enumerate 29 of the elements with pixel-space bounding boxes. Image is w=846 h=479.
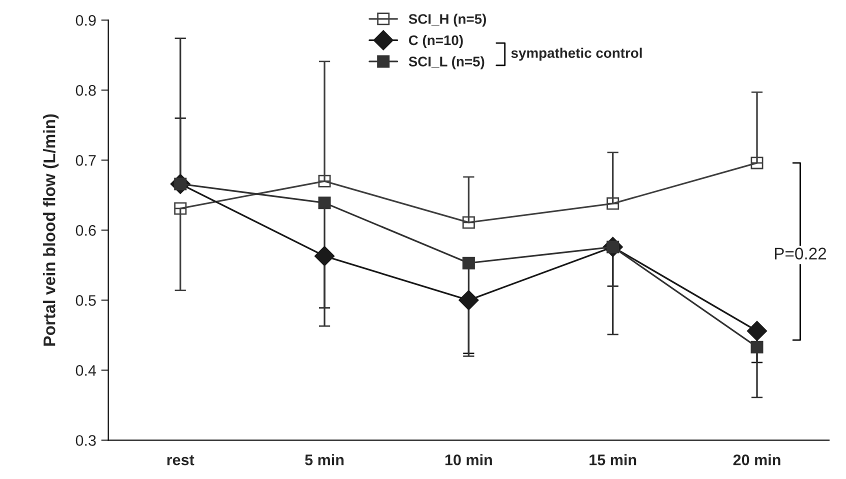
y-tick-label: 0.4 [76, 365, 96, 376]
y-tick-label: 0.7 [76, 155, 96, 166]
point [462, 256, 475, 270]
x-tick-label: 10 min [445, 454, 492, 466]
x-tick-label: 20 min [733, 454, 780, 466]
x-tick-label: 5 min [305, 454, 344, 466]
x-tick-label: 15 min [590, 454, 636, 466]
point [458, 290, 479, 310]
y-tick-label: 0.6 [76, 225, 96, 236]
legend-label: C (n=10) [408, 34, 463, 48]
point [606, 197, 620, 210]
point [750, 340, 764, 354]
y-tick-label: 0.5 [76, 295, 96, 306]
annotation: P=0.22 [774, 248, 826, 260]
point [746, 320, 768, 342]
y-tick-label: 0.3 [76, 435, 96, 446]
y-tick-label: 0.9 [76, 14, 96, 26]
y-tick-label: 0.8 [76, 85, 96, 96]
point [174, 202, 187, 215]
legend-label: SCI_H (n=5) [408, 14, 486, 27]
point [750, 156, 764, 170]
point [318, 196, 331, 210]
x-tick-label: rest [167, 455, 194, 466]
legend-label: SCI_L (n=5) [408, 56, 484, 70]
point [318, 174, 331, 188]
annotation: sympathetic control [511, 48, 642, 61]
point [314, 246, 335, 266]
y-axis-title: Portal vein blood flow (L/min) [43, 114, 59, 346]
point [462, 216, 475, 229]
